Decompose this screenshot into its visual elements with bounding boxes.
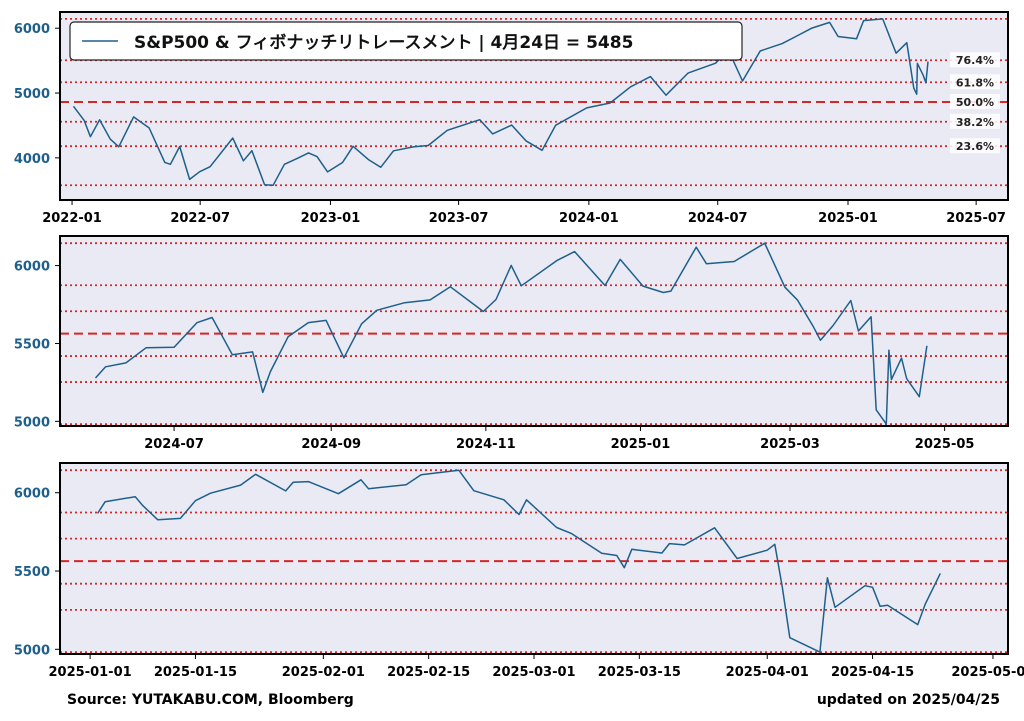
x-tick-label: 2025-02-01: [282, 665, 365, 680]
chart-panel-3: 2025-01-01 2025-01-15 2025-02-01 2025-02-15…: [14, 462, 1024, 680]
plot-area: [60, 236, 1008, 426]
x-tick-label: 2024-09: [301, 437, 361, 452]
updated-note: updated on 2025/04/25: [816, 692, 1000, 708]
y-tick-label: 4000: [14, 152, 50, 167]
x-tick-label: 2024-01: [559, 211, 619, 226]
x-tick-label: 2025-07: [946, 211, 1006, 226]
x-tick-label: 2025-03-15: [598, 665, 681, 680]
x-tick-label: 2025-03: [760, 437, 820, 452]
y-tick-label: 5000: [14, 87, 50, 102]
plot-area: [60, 463, 1008, 654]
chart-panel-2: 2024-07 2024-09 2024-11 2025-01 2025-03 2025-…: [14, 235, 1009, 452]
series-line: [94, 242, 928, 425]
x-tick-label: 2025-01: [611, 437, 671, 452]
y-tick-label: 6000: [14, 487, 50, 502]
x-tick-label: 2025-01-01: [49, 665, 132, 680]
x-tick-label: 2023-07: [429, 211, 489, 226]
fib-label: 76.4%: [956, 54, 994, 67]
legend: S&P500 & フィボナッチリトレースメント | 4月24日 = 5485: [69, 21, 743, 61]
y-tick-label: 6000: [14, 22, 50, 37]
y-tick-label: 5500: [14, 565, 50, 580]
fib-label-box: [950, 94, 1000, 110]
y-tick-label: 5500: [14, 337, 50, 352]
x-tick-label: 2024-07: [144, 437, 204, 452]
legend-label: S&P500 & フィボナッチリトレースメント | 4月24日 = 5485: [134, 33, 633, 53]
x-tick-label: 2025-04-15: [831, 665, 914, 680]
x-tick-label: 2025-04-01: [726, 665, 809, 680]
fib-label-box: [950, 74, 1000, 90]
x-tick-label: 2023-01: [301, 211, 361, 226]
x-tick-label: 2022-01: [42, 211, 102, 226]
series-line: [72, 18, 929, 187]
x-tick-label: 2025-01-15: [154, 665, 237, 680]
y-tick-label: 5000: [14, 643, 50, 658]
x-tick-label: 2025-02-15: [387, 665, 470, 680]
legend-box: [69, 21, 743, 61]
fib-label-box: [950, 52, 1000, 68]
plot-frame: [59, 11, 1009, 201]
x-tick-label: 2025-03-01: [492, 665, 575, 680]
chart-panel-1: 76.4% 61.8% 50.0% 38.2% 23.6% 2022-01 2022-07 2…: [14, 11, 1009, 226]
fib-label-box: [950, 138, 1000, 154]
fib-label: 23.6%: [956, 140, 994, 153]
x-tick-label: 2024-07: [688, 211, 748, 226]
x-tick-label: 2022-07: [170, 211, 230, 226]
x-tick-label: 2025-05: [915, 437, 975, 452]
y-tick-label: 6000: [14, 260, 50, 275]
series-line: [96, 469, 941, 653]
fib-label: 38.2%: [956, 116, 994, 129]
x-tick-label: 2025-01: [818, 211, 878, 226]
x-tick-label: 2024-11: [456, 437, 516, 452]
fib-label: 61.8%: [956, 76, 994, 89]
y-tick-label: 5000: [14, 415, 50, 430]
fib-label: 50.0%: [956, 96, 994, 109]
fib-label-box: [950, 113, 1000, 129]
x-tick-label: 2025-05-01: [951, 665, 1024, 680]
source-note: Source: YUTAKABU.COM, Bloomberg: [67, 692, 354, 708]
plot-frame: [59, 235, 1009, 427]
